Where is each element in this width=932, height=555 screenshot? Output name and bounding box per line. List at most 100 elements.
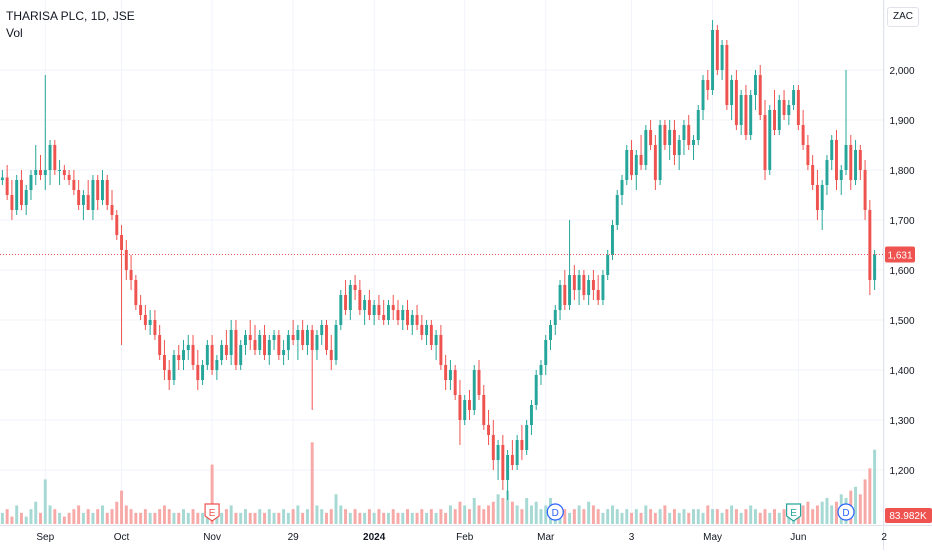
candle-body <box>258 335 262 350</box>
candle-body <box>248 335 252 340</box>
earnings-marker-icon[interactable]: E <box>204 503 220 522</box>
candle-body <box>596 290 600 300</box>
candle-body <box>873 254 877 280</box>
candle-body <box>634 155 638 175</box>
volume-bar <box>115 501 119 524</box>
candle-body <box>344 295 348 310</box>
candle-body <box>263 335 267 355</box>
volume-bar <box>353 509 357 524</box>
volume-bar <box>243 509 247 524</box>
volume-bar <box>453 509 457 524</box>
candle-body <box>644 130 648 165</box>
volume-bar <box>625 509 629 524</box>
candle-body <box>582 275 586 295</box>
candle-body <box>501 445 505 480</box>
candle-body <box>234 330 238 365</box>
candle-body <box>563 285 567 305</box>
volume-bar <box>711 509 715 524</box>
volume-bar <box>81 512 85 524</box>
time-tick-label: 2 <box>881 532 887 543</box>
candle-body <box>801 125 805 145</box>
volume-bar <box>630 512 634 524</box>
candle-body <box>515 440 519 465</box>
price-tick-label: 1,300 <box>889 416 914 427</box>
candle-body <box>854 150 858 180</box>
price-axis[interactable]: 1,631 1,200 1,300 1,400 1,500 1,600 1,700 1,800… <box>885 66 932 523</box>
volume-bar <box>429 509 433 524</box>
volume-bar <box>587 501 591 524</box>
candle-body <box>53 145 57 170</box>
volume-bar <box>224 509 228 524</box>
volume-bar <box>186 512 190 524</box>
volume-bar <box>606 509 610 524</box>
time-tick-label: Oct <box>114 532 130 543</box>
volume-bar <box>77 505 81 524</box>
volume-bar <box>539 509 543 524</box>
candle-body <box>291 335 295 340</box>
candle-body <box>243 335 247 345</box>
marker-letter: D <box>842 508 849 519</box>
marker-letter: D <box>552 508 559 519</box>
earnings-marker-icon[interactable]: E <box>785 503 802 522</box>
candle-body <box>329 350 333 360</box>
candle-body <box>549 325 552 340</box>
candle-body <box>668 130 672 145</box>
candle-body <box>796 90 800 125</box>
volume-bar <box>210 464 214 524</box>
time-tick-label: May <box>703 532 722 543</box>
volume-bar <box>815 505 819 524</box>
candle-body <box>587 280 591 295</box>
candle-body <box>34 170 38 175</box>
chart-title[interactable]: THARISA PLC, 1D, JSE <box>6 9 135 23</box>
candle-body <box>334 325 338 360</box>
volume-bar <box>572 509 576 524</box>
volume-bar <box>863 479 867 524</box>
currency-button[interactable]: ZAC <box>887 7 919 27</box>
volume-bar <box>401 512 405 524</box>
last-price-label: 1,631 <box>887 251 912 262</box>
volume-bar <box>334 494 338 524</box>
candle-body <box>477 370 481 395</box>
candle-body <box>372 305 376 315</box>
volume-bar <box>610 505 614 524</box>
candle-body <box>215 360 219 370</box>
candle-body <box>663 125 667 145</box>
candle-body <box>553 310 557 325</box>
volume-bar <box>372 512 376 524</box>
candle-body <box>229 330 233 355</box>
volume-bar <box>773 509 777 524</box>
volume-bar <box>172 512 176 524</box>
candle-body <box>506 455 510 480</box>
volume-bar <box>134 512 138 524</box>
candle-body <box>110 205 114 215</box>
dividend-marker-icon[interactable]: D <box>546 503 564 521</box>
candle-body <box>310 330 314 350</box>
volume-bar <box>110 509 114 524</box>
candle-body <box>844 145 848 170</box>
volume-bar <box>730 505 734 524</box>
volume-bar <box>448 505 452 524</box>
candle-body <box>653 145 657 180</box>
candle-body <box>96 180 100 200</box>
candle-body <box>429 325 433 345</box>
time-axis[interactable]: SepOctNov292024FebMar3MayJun2AugSepOct <box>36 532 932 543</box>
volume-bar <box>329 509 333 524</box>
volume-bar <box>129 509 133 524</box>
candle-body <box>186 345 190 350</box>
candle-body <box>730 80 734 105</box>
volume-bar <box>10 516 14 524</box>
volume-bar <box>577 505 581 524</box>
candle-body <box>348 285 352 310</box>
volume-bar <box>325 512 328 524</box>
volume-bar <box>744 509 748 524</box>
candle-body <box>806 145 810 165</box>
dividend-marker-icon[interactable]: D <box>837 503 855 521</box>
volume-legend[interactable]: Vol <box>6 26 23 40</box>
candle-body <box>591 280 595 290</box>
candle-body <box>391 305 395 310</box>
candle-body <box>820 185 824 210</box>
volume-bar <box>501 498 505 524</box>
